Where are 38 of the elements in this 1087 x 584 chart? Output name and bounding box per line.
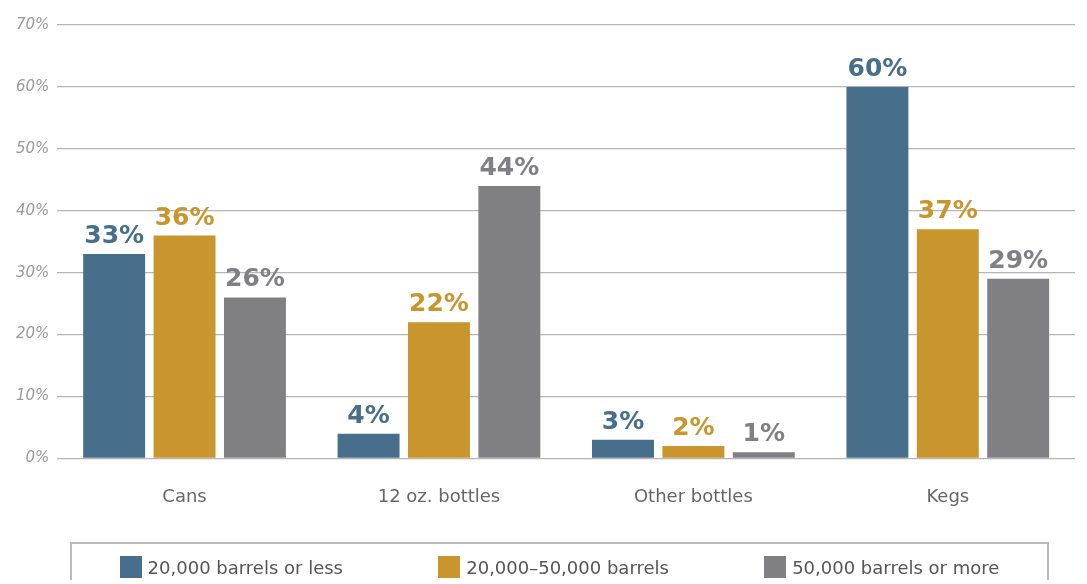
y-tick-label: 20% bbox=[16, 324, 50, 343]
data-label: 1% bbox=[742, 418, 785, 448]
data-label: 29% bbox=[988, 244, 1049, 274]
bar bbox=[846, 86, 909, 458]
bar bbox=[732, 452, 795, 458]
data-label: 2% bbox=[672, 412, 715, 442]
y-tick-label: 50% bbox=[16, 138, 50, 157]
bar bbox=[407, 322, 470, 458]
data-label: 4% bbox=[347, 399, 390, 429]
data-label: 37% bbox=[917, 195, 978, 225]
y-tick-label: 30% bbox=[16, 262, 50, 281]
bar bbox=[153, 235, 216, 458]
data-label: 22% bbox=[409, 288, 469, 318]
data-label: 44% bbox=[479, 151, 540, 181]
bar bbox=[662, 446, 725, 458]
legend-label: 50,000 barrels or more bbox=[792, 556, 1000, 578]
data-label: 36% bbox=[154, 201, 215, 231]
y-tick-label: 40% bbox=[16, 200, 50, 219]
bar bbox=[987, 278, 1050, 458]
x-tick-label: Kegs bbox=[926, 484, 970, 506]
data-label: 60% bbox=[847, 52, 908, 82]
x-tick-label: Other bottles bbox=[633, 484, 753, 506]
legend-label: 20,000–50,000 barrels bbox=[466, 556, 669, 578]
bar bbox=[478, 185, 541, 458]
y-tick-label: 0% bbox=[25, 448, 50, 467]
bar bbox=[83, 254, 146, 458]
y-tick-label: 10% bbox=[16, 386, 50, 405]
legend-label: 20,000 barrels or less bbox=[147, 556, 343, 578]
data-label: 3% bbox=[601, 405, 645, 435]
x-tick-label: 12 oz. bottles bbox=[377, 484, 501, 506]
bar bbox=[592, 439, 654, 458]
y-tick-label: 60% bbox=[16, 76, 50, 95]
bar bbox=[223, 297, 286, 458]
bar bbox=[916, 229, 979, 458]
x-tick-label: Cans bbox=[162, 484, 207, 506]
y-tick-label: 70% bbox=[16, 14, 50, 33]
bar bbox=[337, 433, 400, 458]
data-label: 33% bbox=[84, 220, 145, 250]
